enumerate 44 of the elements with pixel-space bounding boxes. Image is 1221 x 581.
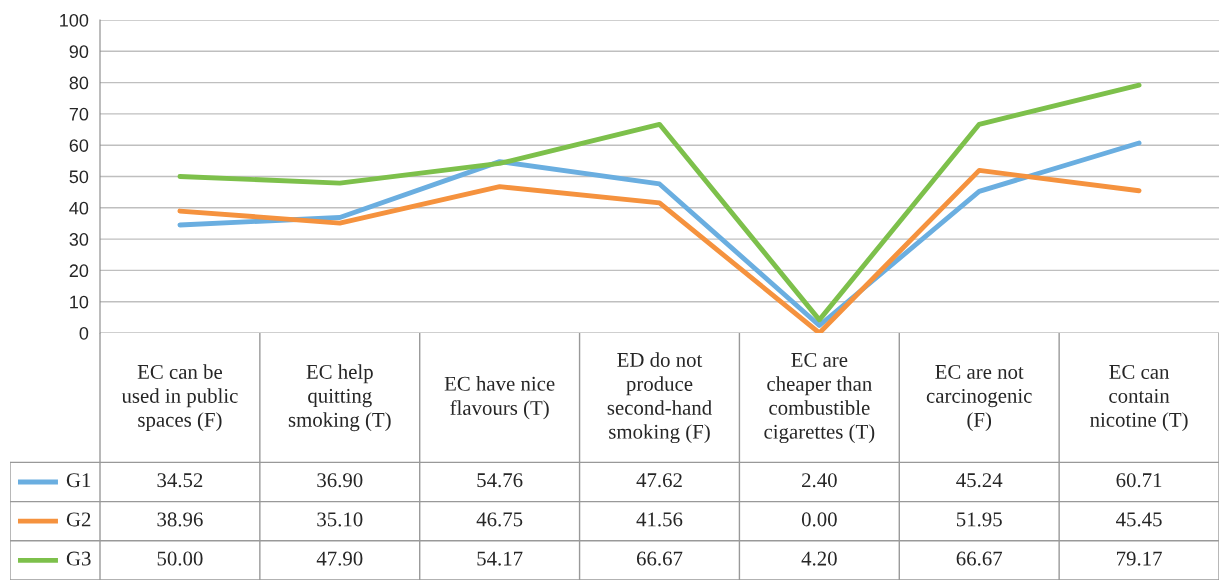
data-label: 60.71 xyxy=(1116,473,1162,488)
y-tick-label: 40 xyxy=(69,201,89,215)
data-label: 41.56 xyxy=(636,512,683,527)
data-label: 47.90 xyxy=(316,551,363,566)
x-tick-label: EC can contain nicotine (T) xyxy=(1090,364,1188,432)
x-tick-label: EC can be used in public spaces (F) xyxy=(121,364,238,432)
data-label: 36.90 xyxy=(317,473,363,488)
y-tick-label: 100 xyxy=(60,13,89,27)
line-series xyxy=(177,82,1142,323)
x-tick-label: EC are not carcinogenic (F) xyxy=(926,364,1032,432)
y-tick-label: 70 xyxy=(69,107,89,121)
data-label: 47.62 xyxy=(636,473,682,488)
data-label: 35.10 xyxy=(317,512,363,527)
y-tick-label: 10 xyxy=(70,295,89,309)
legend-label: G2 xyxy=(66,512,91,527)
data-label: 54.76 xyxy=(477,473,523,488)
data-label: 54.17 xyxy=(477,551,523,566)
data-label: 2.40 xyxy=(802,473,837,488)
y-tick-label: 20 xyxy=(69,264,89,278)
x-tick-label: ED do not produce second-hand smoking (F) xyxy=(607,352,712,444)
data-label: 45.24 xyxy=(956,473,1003,488)
y-tick-label: 50 xyxy=(69,170,89,184)
data-label: 66.67 xyxy=(636,551,683,566)
line-series xyxy=(177,167,1142,333)
y-tick-label: 60 xyxy=(69,139,89,152)
data-label: 34.52 xyxy=(157,473,203,488)
x-tick-label: EC help quitting smoking (T) xyxy=(288,364,391,432)
legend-label: G1 xyxy=(66,473,91,488)
x-tick-label: EC are cheaper than combustible cigarettes (T) xyxy=(764,352,875,444)
data-label: 46.75 xyxy=(476,512,523,527)
y-tick-label: 30 xyxy=(69,233,89,246)
data-label: 51.95 xyxy=(956,512,1002,527)
y-tick-label: 0 xyxy=(79,326,89,340)
legend-label: G3 xyxy=(66,551,91,566)
data-label: 45.45 xyxy=(1116,512,1162,527)
data-label: 50.00 xyxy=(157,551,203,566)
y-tick-label: 90 xyxy=(69,45,89,59)
data-label: 66.67 xyxy=(956,551,1003,566)
x-tick-label: EC have nice flavours (T) xyxy=(444,376,555,420)
data-label: 38.96 xyxy=(157,512,203,527)
data-label: 79.17 xyxy=(1117,551,1162,566)
data-label: 4.20 xyxy=(801,551,837,566)
data-label: 0.00 xyxy=(801,512,837,527)
y-tick-label: 80 xyxy=(69,76,89,90)
